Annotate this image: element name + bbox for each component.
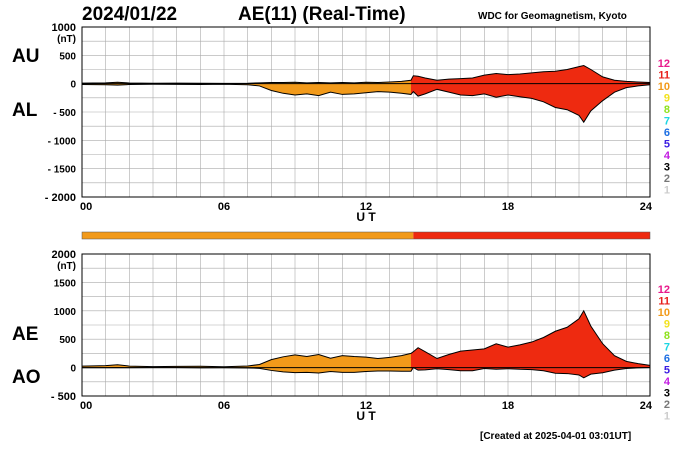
area-level-10 [82,351,414,368]
y-tick-label: 2000 [52,249,76,261]
series-label-au: AU [12,46,39,67]
station-level-11: 11 [658,296,670,308]
series-label-ao: AO [12,367,41,388]
station-level-4: 4 [664,376,671,388]
station-level-8: 8 [664,104,670,116]
station-level-6: 6 [664,353,670,365]
x-tick-label: 12 [360,201,372,213]
station-level-10: 10 [658,307,670,319]
y-tick-label: 1000 [54,307,77,318]
station-level-4: 4 [664,150,671,162]
station-level-1: 1 [664,185,670,197]
y-tick-label: - 1500 [48,165,77,176]
station-level-12: 12 [658,58,670,70]
y-tick-label: 1000 [52,22,76,34]
x-tick-label: 18 [502,400,514,412]
x-tick-label: 06 [218,201,230,213]
x-axis-label: U T [356,409,376,423]
station-level-12: 12 [658,284,670,296]
x-tick-label: 12 [360,400,372,412]
station-level-5: 5 [664,139,670,151]
level-bar-frame [81,231,651,240]
series-line-al [81,83,651,124]
x-tick-label: 06 [218,400,230,412]
area-level-11 [410,83,650,123]
station-level-2: 2 [664,173,670,185]
station-level-10: 10 [658,81,670,93]
area-level-11 [410,367,650,378]
station-level-2: 2 [664,399,670,411]
x-tick-label: 00 [80,400,92,412]
series-label-ae: AE [12,324,38,345]
series-line-ae [81,309,651,368]
station-level-9: 9 [664,93,670,105]
y-tick-label: 0 [70,80,76,91]
y-tick-label: 1500 [54,278,77,289]
created-timestamp: [Created at 2025-04-01 03:01UT] [480,431,632,442]
series-label-al: AL [12,100,38,121]
y-axis-unit: (nT) [57,34,76,45]
x-axis-label: U T [356,210,376,224]
area-level-10 [82,367,414,373]
station-level-7: 7 [664,116,670,128]
level-bar-segment-10 [82,232,414,239]
y-tick-label: - 2000 [45,192,76,204]
station-level-7: 7 [664,342,670,354]
y-tick-label: 500 [59,335,76,346]
y-tick-label: - 1000 [48,136,77,147]
plot-date: 2024/01/22 [82,4,178,25]
x-tick-label: 18 [502,201,514,213]
y-tick-label: 500 [59,51,76,62]
plot-title: AE(11) (Real-Time) [238,4,406,25]
station-level-6: 6 [664,127,670,139]
y-tick-label: - 500 [51,391,76,403]
plot-frame [81,253,651,397]
station-level-1: 1 [664,411,670,423]
x-tick-label: 00 [80,201,92,213]
station-level-3: 3 [664,388,670,400]
x-tick-label: 24 [640,201,653,213]
data-source: WDC for Geomagnetism, Kyoto [478,11,627,22]
y-axis-unit: (nT) [57,261,76,272]
y-tick-label: - 500 [53,108,76,119]
station-level-3: 3 [664,162,670,174]
level-bar-segment-11 [413,232,650,239]
x-tick-label: 24 [640,400,653,412]
station-level-5: 5 [664,365,670,377]
y-tick-label: 0 [70,364,76,375]
station-level-11: 11 [658,70,670,82]
area-level-11 [410,65,650,84]
area-level-10 [82,83,414,96]
station-level-9: 9 [664,319,670,331]
station-level-8: 8 [664,330,670,342]
plot-frame [81,26,651,198]
